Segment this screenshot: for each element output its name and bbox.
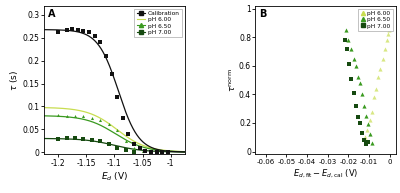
Text: A: A xyxy=(48,9,56,19)
Y-axis label: $\tau^{\mathrm{norm}}$: $\tau^{\mathrm{norm}}$ xyxy=(226,68,238,92)
X-axis label: $E_{d,\mathrm{fit}} - E_{d,\mathrm{cal}}$ (V): $E_{d,\mathrm{fit}} - E_{d,\mathrm{cal}}… xyxy=(293,167,358,180)
Legend: pH 6.00, pH 6.50, pH 7.00: pH 6.00, pH 6.50, pH 7.00 xyxy=(358,9,393,31)
Text: B: B xyxy=(260,9,267,19)
X-axis label: $E_d$ (V): $E_d$ (V) xyxy=(101,170,128,183)
Y-axis label: $\tau$ (s): $\tau$ (s) xyxy=(8,69,20,91)
Legend: Calibration, pH 6.00, pH 6.50, pH 7.00: Calibration, pH 6.00, pH 6.50, pH 7.00 xyxy=(134,9,182,37)
